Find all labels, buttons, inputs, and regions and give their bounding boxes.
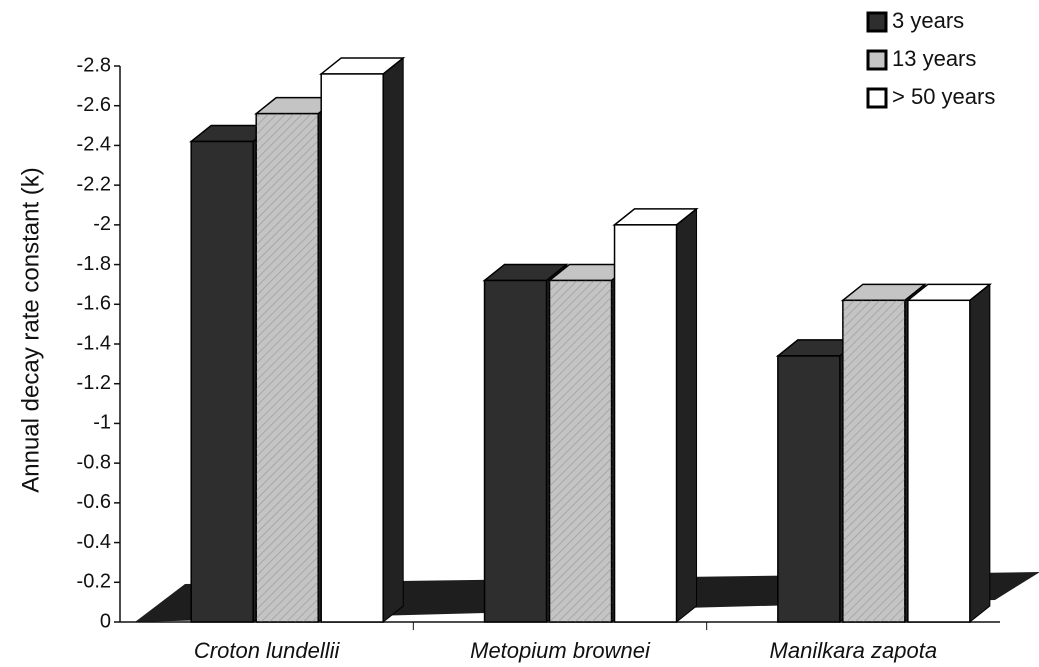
bar [320, 73, 384, 623]
legend-swatch [866, 11, 888, 33]
y-tick-label: -2 [93, 213, 111, 235]
y-tick-label: -1.4 [77, 332, 111, 354]
legend-swatch [866, 49, 888, 71]
y-tick-label: -1.6 [77, 293, 111, 315]
bar-hatch [842, 300, 905, 622]
bar [483, 279, 548, 623]
bar-side [969, 283, 991, 624]
y-tick-label: -0.6 [77, 491, 111, 513]
x-tick-label: Manilkara zapota [770, 638, 938, 663]
y-tick-label: 0 [100, 610, 111, 632]
bar [777, 355, 841, 623]
x-tick-label: Croton lundellii [194, 638, 341, 663]
x-tick-label: Metopium brownei [470, 638, 651, 663]
y-tick-label: -1.8 [77, 253, 111, 275]
y-tick-label: -1.2 [77, 372, 111, 394]
bar-hatch [256, 113, 319, 623]
bar-side [382, 56, 404, 624]
bar-side [676, 207, 698, 624]
y-tick-label: -1 [93, 412, 111, 434]
bar-hatch [549, 280, 612, 622]
y-tick-label: -0.8 [77, 451, 111, 473]
y-tick-label: -2.6 [77, 94, 111, 116]
y-tick-label: -2.2 [77, 173, 111, 195]
y-axis-label: Annual decay rate constant (k) [17, 167, 44, 493]
bar [907, 299, 971, 623]
y-tick-label: -0.2 [77, 571, 111, 593]
y-tick-label: -2.8 [77, 54, 111, 76]
y-tick-label: -2.4 [77, 134, 111, 156]
legend-label: 13 years [892, 46, 976, 71]
y-tick-label: -0.4 [77, 531, 111, 553]
legend-label: > 50 years [892, 84, 995, 109]
legend-swatch [866, 87, 888, 109]
legend-label: 3 years [892, 8, 964, 33]
bar [190, 140, 254, 623]
bar [613, 224, 678, 623]
